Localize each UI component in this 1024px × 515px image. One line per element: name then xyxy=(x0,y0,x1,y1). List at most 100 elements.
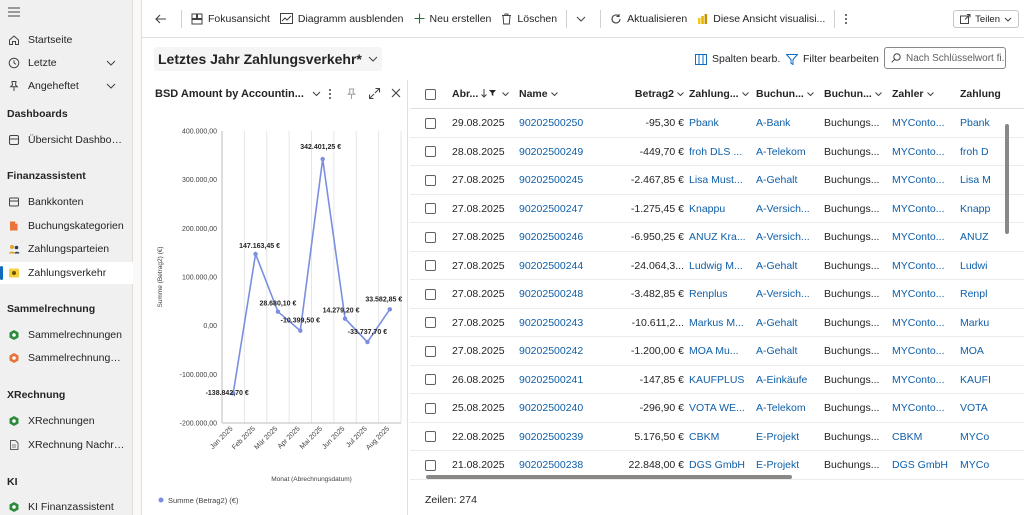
back-button[interactable] xyxy=(150,5,177,33)
row-checkbox[interactable] xyxy=(425,451,436,479)
table-cell-link[interactable]: 90202500238 xyxy=(519,459,584,471)
table-cell-link[interactable]: A-Gehalt xyxy=(756,259,798,272)
table-cell-link[interactable]: A-Telekom xyxy=(756,145,806,158)
table-cell-link[interactable]: 90202500240 xyxy=(519,402,584,414)
chart-selector[interactable]: BSD Amount by Accountin... xyxy=(155,88,321,100)
row-checkbox[interactable] xyxy=(425,166,436,194)
sidebar-item-ki-finanzassistent[interactable]: KI Finanzassistent xyxy=(0,496,133,515)
pin-icon[interactable] xyxy=(346,88,357,100)
table-row[interactable]: 22.08.2025 90202500239 5.176,50 € CBKM E-Pro… xyxy=(410,423,1024,451)
table-row[interactable]: 25.08.2025 90202500240 -296,90 € VOTA WE...… xyxy=(410,394,1024,423)
vertical-scrollbar[interactable] xyxy=(1005,124,1009,234)
table-cell-link[interactable]: Renplus xyxy=(689,288,728,300)
column-header-payment-party[interactable]: Zahlung... xyxy=(689,80,751,108)
view-selector[interactable]: Letztes Jahr Zahlungsverkehr* xyxy=(154,47,382,71)
table-cell-link[interactable]: MYConto... xyxy=(892,117,945,129)
table-cell-link[interactable]: 90202500244 xyxy=(519,259,584,272)
table-cell-link[interactable]: DGS GmbH xyxy=(892,459,949,471)
sidebar-item-letzte[interactable]: Letzte xyxy=(0,52,133,74)
sidebar-item-xrechnungen[interactable]: XRechnungen xyxy=(0,410,133,432)
table-cell-link[interactable]: A-Gehalt xyxy=(756,345,798,357)
table-cell-link[interactable]: Marku xyxy=(960,316,990,329)
row-checkbox[interactable] xyxy=(425,366,436,394)
refresh-button[interactable]: Aktualisieren xyxy=(605,5,692,33)
table-cell-link[interactable]: MYConto... xyxy=(892,259,945,272)
table-row[interactable]: 27.08.2025 90202500246 -6.950,25 € ANUZ Kra… xyxy=(410,223,1024,252)
table-cell-link[interactable]: MYConto... xyxy=(892,145,945,158)
table-cell-link[interactable]: E-Projekt xyxy=(756,459,800,471)
column-header-amount[interactable]: Betrag2 xyxy=(625,80,684,108)
table-row[interactable]: 27.08.2025 90202500245 -2.467,85 € Lisa Mus… xyxy=(410,166,1024,195)
table-cell-link[interactable]: ANUZ xyxy=(960,231,989,243)
sidebar-item-zahlungsverkehr[interactable]: Zahlungsverkehr xyxy=(0,262,133,284)
table-row[interactable]: 27.08.2025 90202500242 -1.200,00 € MOA Mu..… xyxy=(410,337,1024,366)
table-cell-link[interactable]: KAUFI xyxy=(960,373,991,386)
table-cell-link[interactable]: A-Bank xyxy=(756,117,791,129)
table-cell-link[interactable]: VOTA xyxy=(960,402,988,414)
table-cell-link[interactable]: 90202500247 xyxy=(519,202,584,215)
table-cell-link[interactable]: 90202500250 xyxy=(519,117,584,129)
table-cell-link[interactable]: Knapp xyxy=(960,202,991,215)
table-cell-link[interactable]: ANUZ Kra... xyxy=(689,231,746,243)
table-cell-link[interactable]: 90202500241 xyxy=(519,373,584,386)
table-cell-link[interactable]: 90202500243 xyxy=(519,316,584,329)
column-header-booking-category[interactable]: Buchun... xyxy=(756,80,819,108)
column-header-payment[interactable]: Zahlung xyxy=(960,80,1012,108)
row-checkbox[interactable] xyxy=(425,223,436,251)
sidebar-item-sammelrechnungsdetails[interactable]: Sammelrechnungsdet... xyxy=(0,347,133,369)
table-cell-link[interactable]: Pbank xyxy=(960,117,990,129)
table-cell-link[interactable]: MYConto... xyxy=(892,402,945,414)
table-row[interactable]: 27.08.2025 90202500248 -3.482,85 € Renplus A… xyxy=(410,280,1024,309)
row-checkbox[interactable] xyxy=(425,109,436,137)
row-checkbox[interactable] xyxy=(425,138,436,166)
table-cell-link[interactable]: MYCo xyxy=(960,430,990,443)
table-cell-link[interactable]: MYConto... xyxy=(892,288,945,300)
table-cell-link[interactable]: MYConto... xyxy=(892,373,945,386)
more-vertical-icon[interactable] xyxy=(328,88,332,100)
table-cell-link[interactable]: VOTA WE... xyxy=(689,402,745,414)
table-cell-link[interactable]: DGS GmbH xyxy=(689,459,746,471)
table-row[interactable]: 27.08.2025 90202500247 -1.275,45 € Knappu A-… xyxy=(410,195,1024,223)
row-checkbox[interactable] xyxy=(425,280,436,308)
table-cell-link[interactable]: A-Versich... xyxy=(756,202,810,215)
sidebar-item-startseite[interactable]: Startseite xyxy=(0,29,133,51)
row-checkbox[interactable] xyxy=(425,252,436,280)
table-cell-link[interactable]: A-Gehalt xyxy=(756,174,798,186)
table-cell-link[interactable]: A-Einkäufe xyxy=(756,373,808,386)
edit-columns-button[interactable]: Spalten bearb. xyxy=(695,50,780,68)
table-cell-link[interactable]: 90202500242 xyxy=(519,345,584,357)
table-cell-link[interactable]: Markus M... xyxy=(689,316,744,329)
row-checkbox[interactable] xyxy=(425,309,436,337)
edit-filter-button[interactable]: Filter bearbeiten xyxy=(786,50,879,68)
table-cell-link[interactable]: Knappu xyxy=(689,202,726,215)
horizontal-scrollbar[interactable] xyxy=(426,475,792,479)
sidebar-item-bankkonten[interactable]: Bankkonten xyxy=(0,191,133,213)
table-cell-link[interactable]: MOA Mu... xyxy=(689,345,739,357)
table-cell-link[interactable]: MYConto... xyxy=(892,231,945,243)
sidebar-item-xrechnung-nachrichten[interactable]: XRechnung Nachrich... xyxy=(0,434,133,456)
expand-icon[interactable] xyxy=(369,88,380,99)
table-row[interactable]: 26.08.2025 90202500241 -147,85 € KAUFPLUS A-… xyxy=(410,366,1024,394)
column-header-name[interactable]: Name xyxy=(519,80,619,108)
table-cell-link[interactable]: MYConto... xyxy=(892,345,945,357)
select-all-checkbox[interactable] xyxy=(425,80,436,108)
table-row[interactable]: 21.08.2025 90202500238 22.848,00 € DGS GmbH… xyxy=(410,451,1024,480)
table-cell-link[interactable]: 90202500249 xyxy=(519,145,584,158)
table-cell-link[interactable]: A-Telekom xyxy=(756,402,806,414)
sidebar-item-sammelrechnungen[interactable]: Sammelrechnungen xyxy=(0,324,133,346)
table-row[interactable]: 27.08.2025 90202500243 -10.611,2... Markus … xyxy=(410,309,1024,337)
table-cell-link[interactable]: MYConto... xyxy=(892,316,945,329)
column-header-booking-type[interactable]: Buchun... xyxy=(824,80,887,108)
keyword-search-input[interactable]: Nach Schlüsselwort fi... xyxy=(884,47,1006,69)
sidebar-item-buchungskategorien[interactable]: Buchungskategorien xyxy=(0,215,133,237)
table-cell-link[interactable]: 90202500248 xyxy=(519,288,584,300)
table-cell-link[interactable]: 90202500246 xyxy=(519,231,584,243)
table-cell-link[interactable]: A-Gehalt xyxy=(756,316,798,329)
row-checkbox[interactable] xyxy=(425,423,436,451)
table-cell-link[interactable]: CBKM xyxy=(689,430,720,443)
sidebar-item-uebersicht-dashboard[interactable]: Übersicht Dashboard xyxy=(0,129,133,151)
table-cell-link[interactable]: MOA xyxy=(960,345,984,357)
column-header-date[interactable]: Abr... xyxy=(452,80,514,108)
table-cell-link[interactable]: Renpl xyxy=(960,288,988,300)
table-row[interactable]: 27.08.2025 90202500244 -24.064,3... Ludwig … xyxy=(410,252,1024,280)
